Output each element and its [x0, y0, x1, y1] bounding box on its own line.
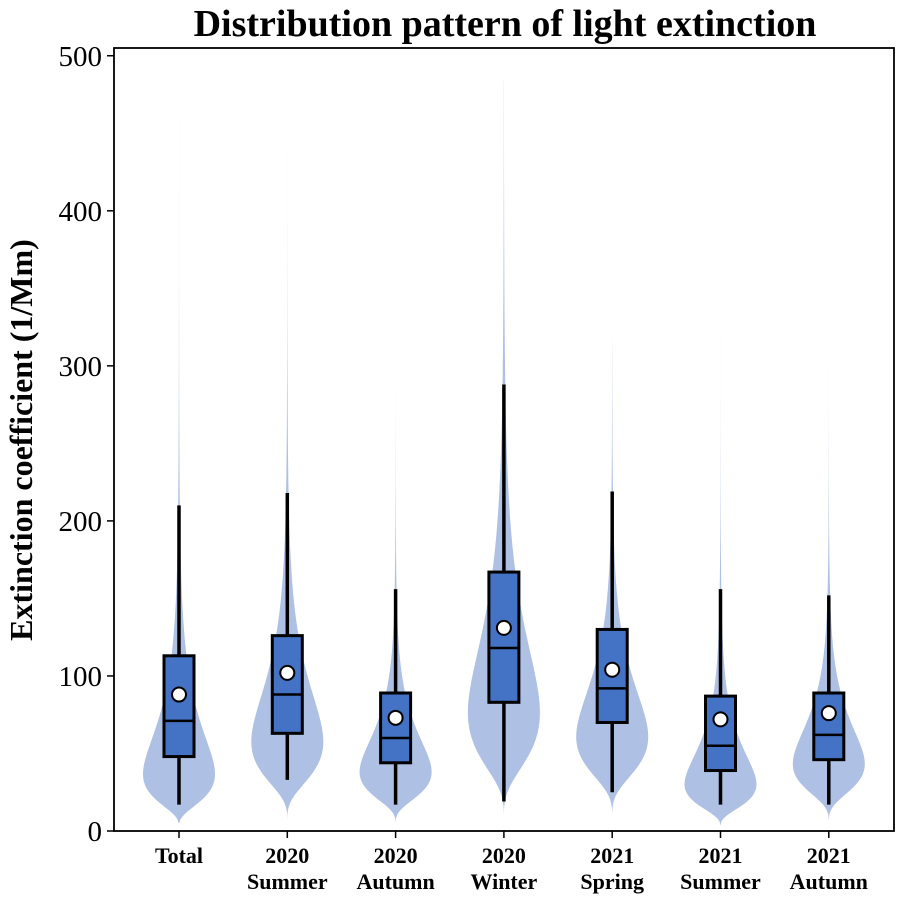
mean-marker-5 — [712, 711, 729, 728]
iqr-box-5 — [704, 694, 737, 773]
y-tick-label-4: 400 — [59, 196, 103, 228]
y-tick-label-1: 100 — [59, 661, 103, 693]
x-tick-label-0: Total — [155, 843, 203, 868]
y-axis-label: Extinction coefficient (1/Mm) — [3, 239, 39, 641]
y-axis: 0 100 200 300 400 500 — [59, 41, 114, 848]
x-tick-label-1: 2020 — [265, 843, 309, 868]
x-tick-label-5: 2021 — [699, 843, 743, 868]
iqr-box-6 — [812, 691, 846, 762]
iqr-box-3 — [487, 570, 521, 704]
y-tick-label-5: 500 — [59, 41, 103, 73]
mean-marker-4 — [604, 661, 621, 678]
x-tick-label-2: 2020 — [374, 843, 418, 868]
mean-marker-6 — [820, 705, 837, 722]
x-axis: Total 2020Summer2020Autumn2020Winter2021S… — [155, 831, 868, 894]
violin-0 — [143, 117, 215, 824]
mean-marker-0 — [171, 686, 187, 703]
boxes-layer — [162, 384, 846, 805]
iqr-box-0 — [162, 654, 196, 759]
chart-title: Distribution pattern of light extinction — [194, 3, 817, 45]
x-tick-label-1-line2: Summer — [247, 869, 328, 894]
violin-1 — [251, 148, 324, 824]
y-tick-label-3: 300 — [59, 351, 103, 383]
mean-marker-1 — [279, 664, 296, 681]
mean-marker-2 — [387, 709, 404, 726]
mean-marker-3 — [495, 619, 512, 636]
y-tick-label-2: 200 — [59, 506, 103, 538]
x-tick-label-6: 2021 — [807, 843, 851, 868]
x-tick-label-3: 2020 — [482, 843, 526, 868]
x-tick-label-4-line2: Spring — [580, 869, 644, 894]
y-tick-label-0: 0 — [88, 816, 103, 848]
x-tick-label-5-line2: Summer — [680, 869, 761, 894]
iqr-box-2 — [379, 691, 413, 765]
plot-frame — [113, 47, 895, 832]
x-tick-label-4: 2021 — [590, 843, 634, 868]
iqr-box-1 — [270, 634, 304, 735]
x-tick-label-6-line2: Autumn — [790, 869, 868, 894]
violin-6 — [792, 148, 865, 827]
violin-5 — [684, 241, 757, 827]
x-tick-label-3-line2: Winter — [470, 869, 537, 894]
x-tick-label-2-line2: Autumn — [356, 869, 434, 894]
